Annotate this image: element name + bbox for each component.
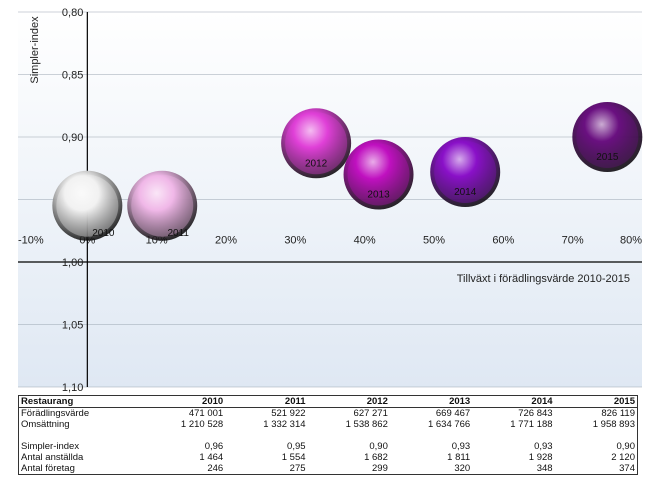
table-header-row: Restaurang 2010 2011 2012 2013 2014 2015 xyxy=(19,396,637,408)
y-axis-title: Simpler-index xyxy=(29,16,41,84)
bubble-2012 xyxy=(281,108,352,179)
table-row: Antal företag 246 275 299 320 348 374 xyxy=(19,463,637,474)
bubble-shade xyxy=(131,174,194,237)
bubble-label: 2011 xyxy=(167,228,189,239)
table-cell: Antal företag xyxy=(21,463,75,474)
table-header-cell: 2013 xyxy=(389,396,473,408)
table-cell: 374 xyxy=(619,463,635,474)
table-cell: 299 xyxy=(372,463,388,474)
table-cell: 471 001 xyxy=(188,408,224,419)
table-cell: 669 467 xyxy=(435,408,471,419)
table-cell: 246 xyxy=(207,463,224,474)
table-row: Antal anställda 1 464 1 554 1 682 1 811 … xyxy=(19,452,637,463)
bubble-shade xyxy=(347,143,410,206)
x-tick-label: 20% xyxy=(215,234,237,246)
table-cell: 1 464 xyxy=(199,452,224,463)
table-cell: 1 682 xyxy=(364,452,388,463)
x-tick-label: 80% xyxy=(620,234,642,246)
table-cell: 0,93 xyxy=(451,441,471,452)
table-cell: Omsättning xyxy=(21,419,70,430)
bubble-label: 2010 xyxy=(92,228,115,239)
y-tick-label: 0,90 xyxy=(62,132,83,144)
x-tick-label: 60% xyxy=(492,234,514,246)
x-tick-label: 70% xyxy=(562,234,584,246)
bubble-shade xyxy=(576,106,639,168)
x-axis-title: Tillväxt i förädlingsvärde 2010-2015 xyxy=(457,273,630,285)
table-cell: 0,90 xyxy=(616,441,636,452)
y-tick-label: 1,05 xyxy=(62,320,83,332)
table-cell: 0,96 xyxy=(204,441,224,452)
table-cell: 0,93 xyxy=(534,441,553,452)
table-row: Simpler-index 0,96 0,95 0,90 0,93 0,93 0… xyxy=(19,441,637,452)
bubble-shade xyxy=(285,112,348,175)
table-cell: Förädlingsvärde xyxy=(21,408,90,419)
table-cell: Simpler-index xyxy=(21,441,80,452)
table-cell: 1 771 188 xyxy=(510,419,553,430)
bubble-2014 xyxy=(430,137,501,207)
table-cell: 1 554 xyxy=(281,452,306,463)
data-table: Restaurang 2010 2011 2012 2013 2014 2015… xyxy=(18,395,638,475)
table-header-cell: 2011 xyxy=(225,396,308,408)
table-cell: 1 210 528 xyxy=(180,419,224,430)
table-cell: 1 634 766 xyxy=(427,419,471,430)
table-cell: 275 xyxy=(289,463,306,474)
table-header-cell: 2010 xyxy=(142,396,226,408)
bubble-chart: -10%0%10%20%30%40%50%60%70%80% 0,800,850… xyxy=(18,7,643,394)
bubble-label: 2015 xyxy=(596,152,619,163)
y-tick-label: 0,85 xyxy=(62,70,83,82)
table-cell: 1 958 893 xyxy=(592,419,635,430)
table-cell: 348 xyxy=(536,463,553,474)
bubble-2010 xyxy=(52,170,123,241)
bubble-label: 2013 xyxy=(367,190,390,201)
table-cell: 0,90 xyxy=(369,441,388,452)
table-spacer-row xyxy=(19,430,637,441)
table-header-cell: 2012 xyxy=(307,396,390,408)
table-cell: 627 271 xyxy=(353,408,388,419)
x-tick-label: -10% xyxy=(18,234,44,246)
bubble-label: 2012 xyxy=(305,158,328,169)
y-tick-label: 1,00 xyxy=(62,257,83,269)
x-tick-label: 30% xyxy=(284,234,306,246)
y-tick-label: 1,10 xyxy=(62,382,83,394)
table-cell: 826 119 xyxy=(601,408,635,419)
bubble-label: 2014 xyxy=(454,187,477,198)
table-header-cell: 2015 xyxy=(554,396,637,408)
y-tick-label: 0,80 xyxy=(62,7,83,19)
table-cell: Antal anställda xyxy=(21,452,84,463)
table-header-cell: 2014 xyxy=(472,396,555,408)
x-tick-label: 40% xyxy=(354,234,376,246)
bubble-shade xyxy=(56,174,119,237)
table-cell: 320 xyxy=(454,463,471,474)
table-cell: 521 922 xyxy=(271,408,306,419)
table-cell: 1 811 xyxy=(447,452,471,463)
table-cell: 1 928 xyxy=(528,452,553,463)
bubble-2011 xyxy=(127,170,198,241)
table-header-cell: Restaurang xyxy=(19,396,143,408)
bubble-shade xyxy=(434,141,497,203)
table-cell: 1 538 862 xyxy=(345,419,388,430)
table-cell: 1 332 314 xyxy=(263,419,306,430)
bubble-2013 xyxy=(343,139,414,210)
table-cell: 726 843 xyxy=(518,408,553,419)
table-cell: 2 120 xyxy=(611,452,635,463)
bubble-2015 xyxy=(572,102,643,172)
table-row: Förädlingsvärde 471 001 521 922 627 271 … xyxy=(19,408,637,420)
x-tick-label: 50% xyxy=(423,234,445,246)
table-row: Omsättning 1 210 528 1 332 314 1 538 862… xyxy=(19,419,637,430)
table-cell: 0,95 xyxy=(287,441,306,452)
